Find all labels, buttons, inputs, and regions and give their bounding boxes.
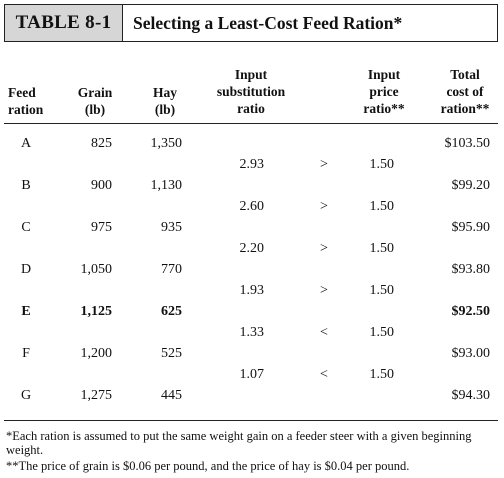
header-substitution-line: Input (234, 67, 268, 82)
ration-f-name: F (22, 346, 30, 361)
ration-d-total-cost: $93.80 (451, 262, 491, 277)
header-feed-ration: Feed ration (8, 84, 43, 118)
comparison-cd: > (320, 241, 328, 256)
substitution-ratio-bc: 2.60 (239, 199, 265, 214)
header-total-cost-line: ration** (440, 101, 490, 116)
header-hay-line: (lb) (154, 102, 176, 117)
price-ratio-ab: 1.50 (369, 157, 395, 172)
ration-g-name: G (20, 388, 32, 403)
header-grain-line: Grain (77, 85, 113, 100)
substitution-ratio-fg: 1.07 (239, 367, 265, 382)
header-grain-line: (lb) (84, 102, 106, 117)
header-total-cost-line: cost of (446, 84, 484, 99)
header-price-line: price (369, 84, 399, 99)
ration-c-hay: 935 (161, 220, 182, 235)
price-ratio-de: 1.50 (369, 283, 395, 298)
ration-a-hay: 1,350 (150, 136, 183, 151)
ration-d-name: D (20, 262, 32, 277)
header-hay-line: Hay (152, 85, 177, 100)
footnote-prices: **The price of grain is $0.06 per pound,… (6, 459, 410, 473)
header-total-cost: Total cost of ration** (428, 66, 502, 117)
comparison-ef: < (320, 325, 328, 340)
table-title-bar: TABLE 8-1 Selecting a Least-Cost Feed Ra… (4, 4, 498, 42)
ration-f-total-cost: $93.00 (451, 346, 491, 361)
header-feed-ration-line: Feed (8, 85, 36, 100)
comparison-de: > (320, 283, 328, 298)
ration-b-hay: 1,130 (150, 178, 183, 193)
header-rule (4, 123, 498, 124)
price-ratio-ef: 1.50 (369, 325, 395, 340)
header-input-substitution-ratio: Input substitution ratio (196, 66, 306, 117)
ration-f-hay: 525 (161, 346, 182, 361)
ration-a-name: A (20, 136, 32, 151)
table-caption: Selecting a Least-Cost Feed Ration* (133, 12, 403, 33)
ration-a-grain: 825 (91, 136, 112, 151)
ration-f-grain: 1,200 (80, 346, 113, 361)
ration-g-total-cost: $94.30 (451, 388, 491, 403)
price-ratio-bc: 1.50 (369, 199, 395, 214)
comparison-ab: > (320, 157, 328, 172)
header-price-line: ratio** (363, 101, 405, 116)
price-ratio-fg: 1.50 (369, 367, 395, 382)
ration-e-grain: 1,125 (80, 304, 113, 319)
ration-d-grain: 1,050 (80, 262, 113, 277)
ration-g-hay: 445 (161, 388, 182, 403)
header-price-line: Input (367, 67, 401, 82)
price-ratio-cd: 1.50 (369, 241, 395, 256)
ration-e-name: E (21, 304, 31, 319)
comparison-bc: > (320, 199, 328, 214)
header-total-cost-line: Total (450, 67, 480, 82)
header-grain: Grain (lb) (66, 84, 124, 118)
header-substitution-line: ratio (237, 101, 265, 116)
ration-g-grain: 1,275 (80, 388, 113, 403)
substitution-ratio-ab: 2.93 (239, 157, 265, 172)
header-substitution-line: substitution (216, 84, 286, 99)
ration-a-total-cost: $103.50 (444, 136, 491, 151)
substitution-ratio-cd: 2.20 (239, 241, 265, 256)
footnote-weight-gain: *Each ration is assumed to put the same … (6, 429, 472, 457)
ration-c-total-cost: $95.90 (451, 220, 491, 235)
ration-b-grain: 900 (91, 178, 112, 193)
ration-e-total-cost: $92.50 (451, 304, 491, 319)
header-hay: Hay (lb) (136, 84, 194, 118)
ration-d-hay: 770 (161, 262, 182, 277)
ration-e-hay: 625 (161, 304, 182, 319)
comparison-fg: < (320, 367, 328, 382)
substitution-ratio-ef: 1.33 (239, 325, 265, 340)
footer-rule (4, 420, 498, 421)
header-feed-ration-line: ration (8, 102, 44, 117)
substitution-ratio-de: 1.93 (239, 283, 265, 298)
ration-b-total-cost: $99.20 (451, 178, 491, 193)
ration-c-grain: 975 (91, 220, 112, 235)
ration-b-name: B (21, 178, 31, 193)
ration-c-name: C (21, 220, 31, 235)
table-number-label: TABLE 8-1 (5, 5, 123, 41)
header-input-price-ratio: Input price ratio** (346, 66, 422, 117)
